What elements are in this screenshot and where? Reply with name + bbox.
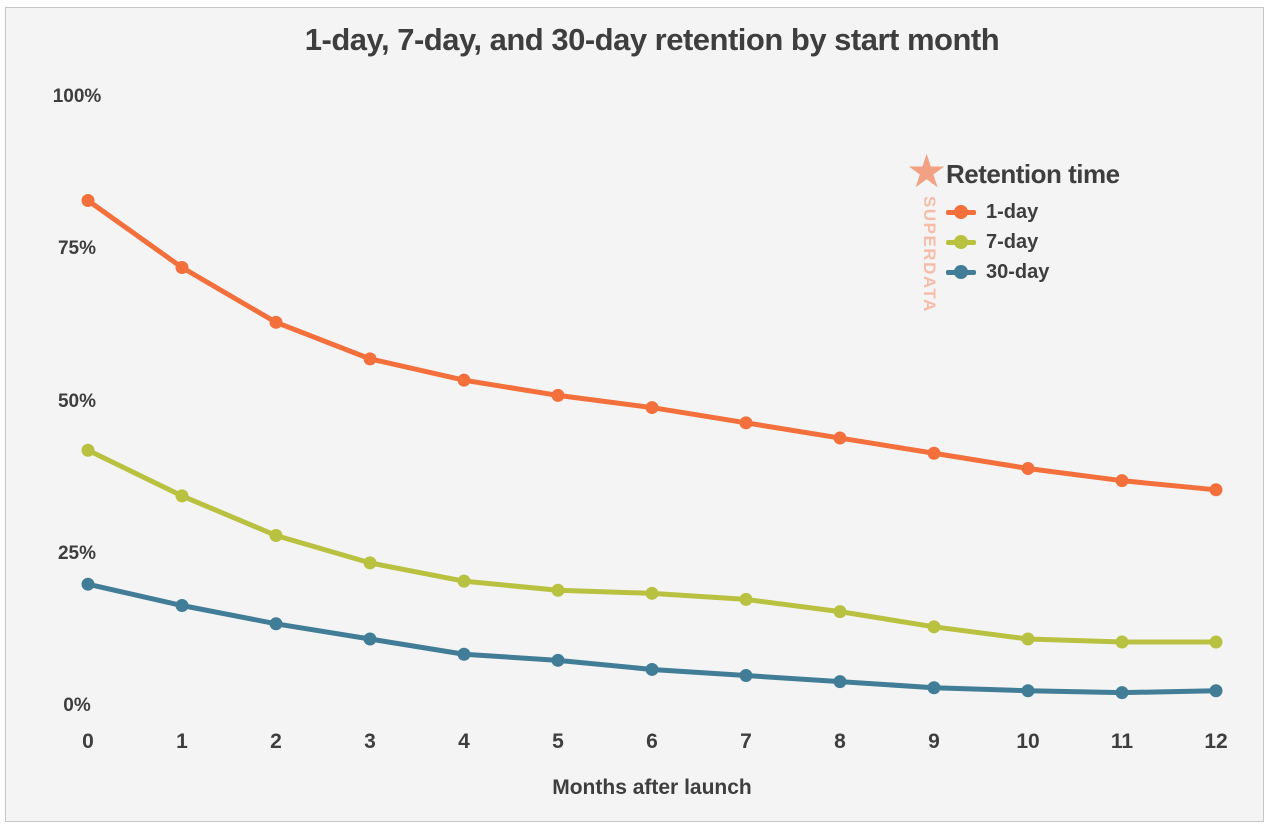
y-tick-label: 25% xyxy=(57,542,97,564)
x-tick-label: 1 xyxy=(176,730,188,753)
legend-marker-icon xyxy=(946,197,976,227)
y-tick-label: 100% xyxy=(52,86,102,107)
x-tick-label: 0 xyxy=(82,730,94,753)
legend-marker-icon xyxy=(946,257,976,287)
legend-marker-icon xyxy=(946,227,976,257)
legend-title: Retention time xyxy=(946,159,1120,189)
x-axis-title: Months after launch xyxy=(552,776,752,799)
legend-item-7-day: 7-day xyxy=(946,227,1049,257)
chart-title: 1-day, 7-day, and 30-day retention by st… xyxy=(304,22,1000,57)
star-icon: ★ xyxy=(906,145,948,197)
legend-item-30-day: 30-day xyxy=(946,257,1049,287)
y-tick-label: 50% xyxy=(57,390,97,412)
x-tick-label: 12 xyxy=(1204,730,1228,753)
legend-item-label: 7-day xyxy=(986,230,1039,253)
watermark-text: SUPERDATA xyxy=(920,196,939,313)
legend-item-label: 1-day xyxy=(986,200,1039,223)
legend-item-label: 30-day xyxy=(986,260,1050,283)
legend: 1-day 7-day 30-day xyxy=(946,197,1049,287)
x-tick-label: 2 xyxy=(270,730,282,753)
y-tick-label: 75% xyxy=(57,238,97,260)
y-tick-label: 0% xyxy=(63,695,91,716)
chart-background xyxy=(5,7,1264,822)
x-tick-label: 5 xyxy=(552,730,564,753)
x-tick-label: 9 xyxy=(928,730,940,753)
x-tick-label: 4 xyxy=(458,730,470,753)
x-tick-label: 8 xyxy=(834,730,846,753)
x-tick-label: 11 xyxy=(1110,730,1134,753)
x-tick-label: 6 xyxy=(646,730,658,753)
legend-item-1-day: 1-day xyxy=(946,197,1049,227)
x-tick-label: 7 xyxy=(740,730,752,753)
x-tick-label: 3 xyxy=(364,730,376,753)
x-tick-label: 10 xyxy=(1016,730,1040,753)
